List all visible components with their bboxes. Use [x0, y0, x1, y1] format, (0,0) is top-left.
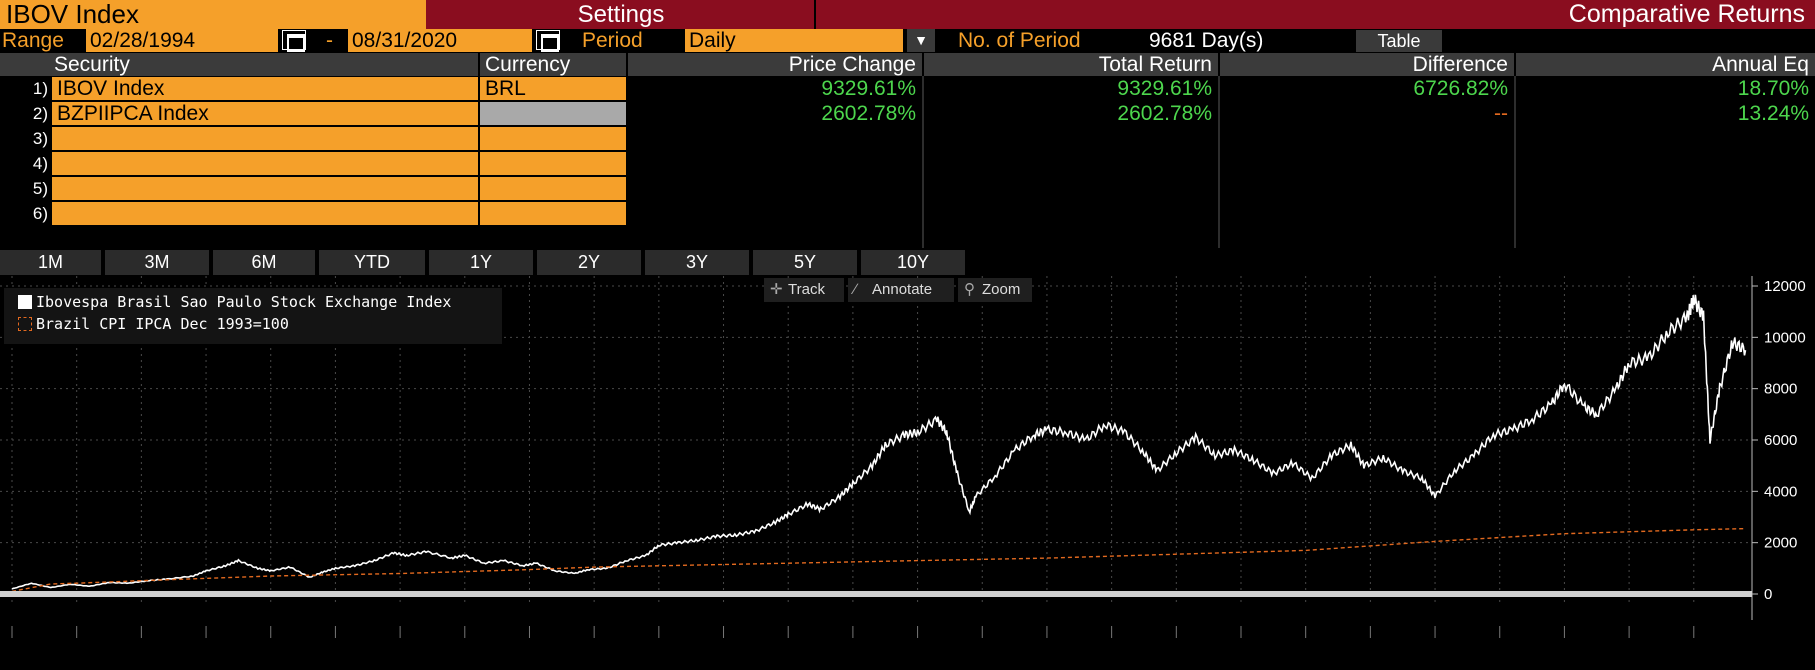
annotate-tool[interactable]: ∕ Annotate [848, 278, 954, 302]
header-currency: Currency [480, 53, 626, 76]
period-button-1m[interactable]: 1M [0, 250, 103, 275]
row-number: 2) [32, 104, 48, 123]
difference-value: -- [1494, 102, 1508, 125]
annual-eq-value: 18.70% [1737, 77, 1809, 100]
range-label: Range [2, 29, 64, 52]
chart-axes: 1200010000800060004000200001994199519961… [0, 276, 1806, 638]
currency-input[interactable]: BRL [480, 77, 626, 102]
y-tick-label: 2000 [1764, 535, 1797, 552]
currency-input[interactable] [480, 127, 626, 152]
period-button-2y[interactable]: 2Y [537, 250, 643, 275]
row-number: 3) [32, 129, 48, 148]
settings-tab[interactable]: Settings [428, 0, 816, 29]
security-input[interactable] [52, 152, 478, 177]
legend-label: Brazil CPI IPCA Dec 1993=100 [36, 315, 289, 333]
total-return-value: 2602.78% [1117, 102, 1212, 125]
header-security: Security [0, 53, 478, 76]
date-separator: - [326, 29, 333, 52]
period-button-ytd[interactable]: YTD [319, 250, 427, 275]
period-button-6m[interactable]: 6M [213, 250, 317, 275]
y-tick-label: 12000 [1764, 278, 1806, 295]
end-date-input[interactable]: 08/31/2020 [348, 29, 532, 52]
period-select[interactable]: Daily [685, 29, 903, 52]
periods-count-value: 9681 Day(s) [1149, 29, 1264, 52]
crosshair-icon: ✛ [770, 281, 783, 298]
table-button[interactable]: Table [1356, 30, 1442, 52]
column-divider [922, 76, 924, 248]
security-input[interactable] [52, 127, 478, 152]
y-tick-label: 10000 [1764, 329, 1806, 346]
y-tick-label: 0 [1764, 586, 1772, 603]
column-divider [1218, 76, 1220, 248]
period-button-5y[interactable]: 5Y [753, 250, 859, 275]
legend-label: Ibovespa Brasil Sao Paulo Stock Exchange… [36, 293, 452, 311]
row-number: 4) [32, 154, 48, 173]
app-title: Comparative Returns [1568, 0, 1805, 28]
magnifier-icon: ⚲ [964, 281, 975, 298]
legend-item[interactable]: Brazil CPI IPCA Dec 1993=100 [14, 313, 504, 335]
currency-input[interactable] [480, 202, 626, 227]
security-input[interactable]: BZPIIPCA Index [52, 102, 478, 127]
row-number: 1) [32, 79, 48, 98]
column-divider [1514, 76, 1516, 248]
annual-eq-value: 13.24% [1737, 102, 1809, 125]
security-input[interactable] [52, 177, 478, 202]
legend-swatch [18, 317, 32, 331]
y-tick-label: 8000 [1764, 381, 1797, 398]
currency-input[interactable] [480, 102, 626, 127]
legend-swatch [18, 295, 32, 309]
period-button-1y[interactable]: 1Y [429, 250, 535, 275]
period-button-10y[interactable]: 10Y [861, 250, 967, 275]
header-price-change: Price Change [628, 53, 922, 76]
track-label: Track [788, 281, 825, 298]
pencil-icon: ∕ [854, 281, 857, 298]
row-number: 6) [32, 204, 48, 223]
y-tick-label: 6000 [1764, 432, 1797, 449]
calendar-icon[interactable] [282, 30, 306, 52]
total-return-value: 9329.61% [1117, 77, 1212, 100]
ipca-series-line [11, 527, 1746, 593]
legend-item[interactable]: Ibovespa Brasil Sao Paulo Stock Exchange… [14, 291, 504, 313]
security-input[interactable]: IBOV Index [52, 77, 478, 102]
annotate-label: Annotate [872, 281, 933, 298]
periods-count-label: No. of Period [958, 29, 1081, 52]
header-difference: Difference [1220, 53, 1514, 76]
currency-input[interactable] [480, 152, 626, 177]
track-tool[interactable]: ✛ Track [764, 278, 844, 302]
price-change-value: 9329.61% [821, 77, 916, 100]
price-change-value: 2602.78% [821, 102, 916, 125]
chart-series [11, 294, 1747, 593]
row-number: 5) [32, 179, 48, 198]
header-annual-eq: Annual Eq [1516, 53, 1815, 76]
ibov-series-line [11, 294, 1747, 590]
chevron-down-icon[interactable]: ▼ [907, 29, 935, 52]
period-button-3m[interactable]: 3M [105, 250, 211, 275]
header-total-return: Total Return [924, 53, 1218, 76]
calendar-icon[interactable] [536, 30, 560, 52]
start-date-input[interactable]: 02/28/1994 [86, 29, 278, 52]
period-button-3y[interactable]: 3Y [645, 250, 751, 275]
zoom-tool[interactable]: ⚲ Zoom [958, 278, 1032, 302]
period-label: Period [582, 29, 643, 52]
y-tick-label: 4000 [1764, 483, 1797, 500]
currency-input[interactable] [480, 177, 626, 202]
security-input[interactable] [52, 202, 478, 227]
chart-legend: Ibovespa Brasil Sao Paulo Stock Exchange… [4, 288, 502, 344]
zoom-label: Zoom [982, 281, 1021, 298]
ticker-field[interactable]: IBOV Index [0, 0, 426, 29]
difference-value: 6726.82% [1413, 77, 1508, 100]
